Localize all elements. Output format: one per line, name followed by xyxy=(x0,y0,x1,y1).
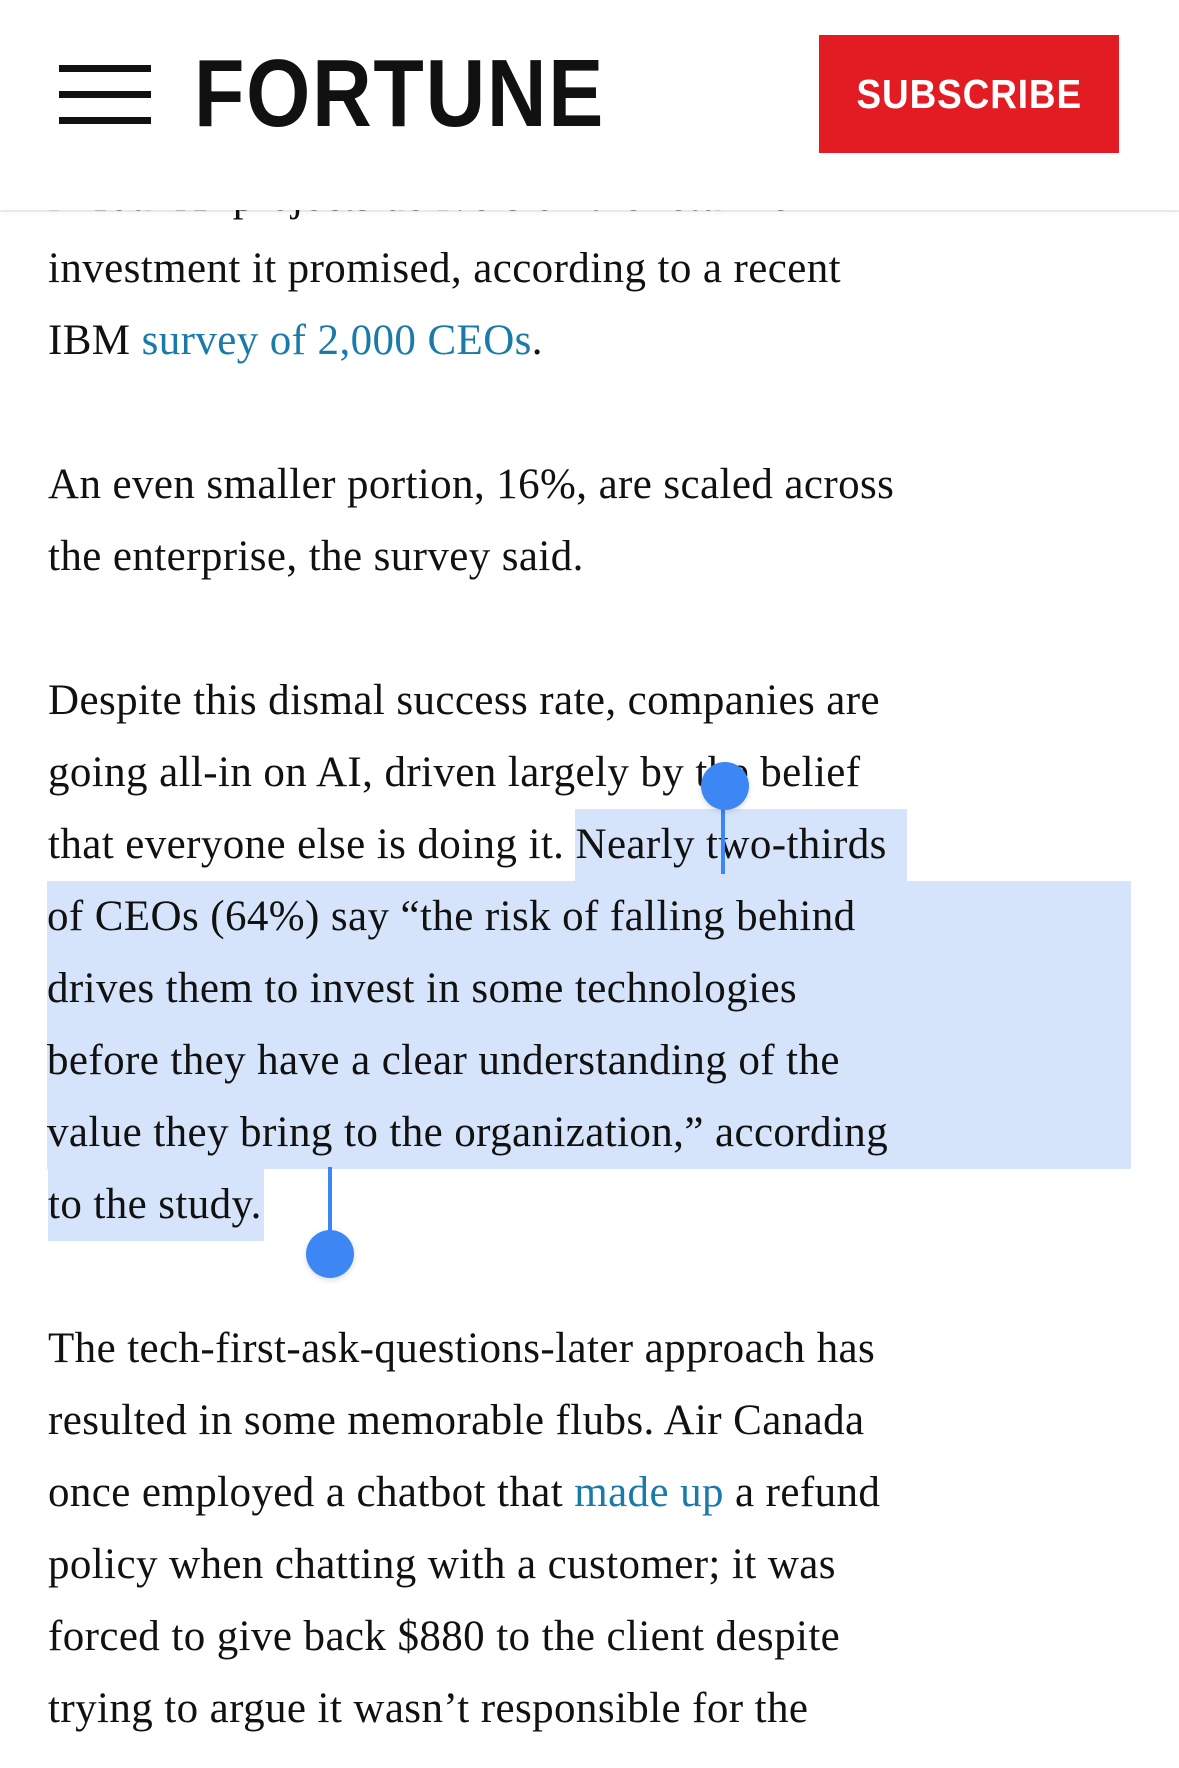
article-line: investment it promised, according to a r… xyxy=(48,245,841,292)
article-line: policy when chatting with a customer; it… xyxy=(48,1541,836,1588)
text-run: that everyone else is doing it. xyxy=(48,821,576,868)
selection-end-caret xyxy=(328,1167,332,1257)
menu-line xyxy=(59,65,151,72)
article-line: resulted in some memorable flubs. Air Ca… xyxy=(48,1397,865,1444)
article-line: IBM survey of 2,000 CEOs. xyxy=(48,305,1138,377)
selected-text[interactable]: Nearly two-thirds xyxy=(575,809,907,881)
hamburger-menu-icon[interactable] xyxy=(59,63,151,127)
paragraph-gap xyxy=(48,377,1138,449)
made-up-link[interactable]: made up xyxy=(574,1469,724,1516)
paragraph-gap xyxy=(48,593,1138,665)
subscribe-label: SUBSCRIBE xyxy=(856,71,1082,117)
paragraph-gap xyxy=(48,1241,1138,1313)
article-line: to the study. xyxy=(48,1169,1138,1241)
subscribe-button[interactable]: SUBSCRIBE xyxy=(819,35,1119,153)
text-run: once employed a chatbot that xyxy=(48,1469,575,1516)
article-line: the enterprise, the survey said. xyxy=(48,533,584,580)
article-line: trying to argue it wasn’t responsible fo… xyxy=(48,1685,809,1732)
article-line: going all-in on AI, driven largely by th… xyxy=(48,749,861,796)
article-line: The tech-first-ask-questions-later appro… xyxy=(48,1325,876,1372)
selected-line[interactable]: value they bring to the organization,” a… xyxy=(47,1097,1131,1169)
selection-start-caret xyxy=(721,790,725,874)
text-run: a refund xyxy=(723,1469,881,1516)
article-line: Despite this dismal success rate, compan… xyxy=(48,677,880,724)
article-body: in four AI projects delivers on the retu… xyxy=(47,161,1138,1745)
selected-line[interactable]: of CEOs (64%) say “the risk of falling b… xyxy=(47,881,1131,953)
site-header: FORTUNE SUBSCRIBE xyxy=(0,0,1179,210)
article-line: forced to give back $880 to the client d… xyxy=(48,1613,841,1660)
text-run: . xyxy=(531,317,543,364)
article-line: once employed a chatbot that made up a r… xyxy=(48,1457,1138,1529)
menu-line xyxy=(59,117,151,124)
selected-line[interactable]: drives them to invest in some technologi… xyxy=(47,953,1131,1025)
selection-end-handle[interactable] xyxy=(306,1230,354,1278)
selected-line[interactable]: before they have a clear understanding o… xyxy=(47,1025,1131,1097)
menu-line xyxy=(59,91,151,98)
selected-text[interactable]: to the study. xyxy=(48,1169,264,1241)
selection-start-handle[interactable] xyxy=(701,762,749,810)
fortune-logo[interactable]: FORTUNE xyxy=(194,40,606,147)
survey-link[interactable]: survey of 2,000 CEOs xyxy=(141,317,532,364)
article-line: that everyone else is doing it. Nearly t… xyxy=(48,809,1138,881)
text-run: IBM xyxy=(48,317,142,364)
article-line: An even smaller portion, 16%, are scaled… xyxy=(48,461,895,508)
